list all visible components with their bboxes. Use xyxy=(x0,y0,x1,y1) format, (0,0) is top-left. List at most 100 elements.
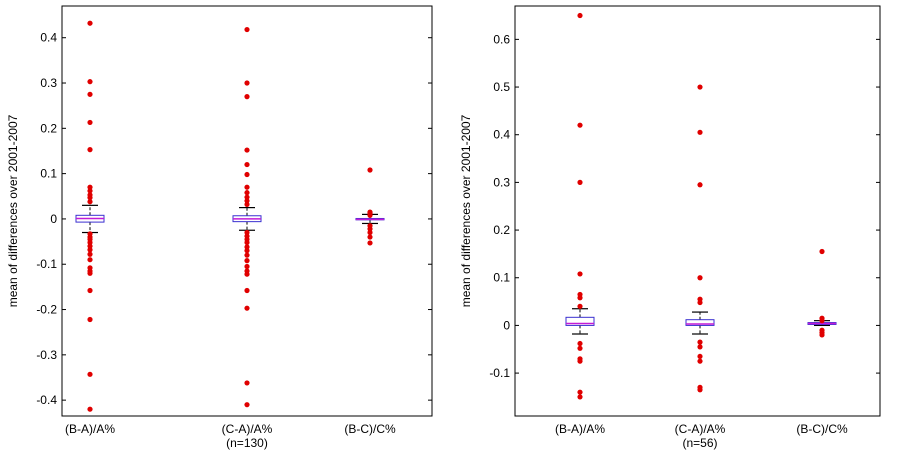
outlier-point xyxy=(244,271,250,277)
outlier-point xyxy=(244,194,250,200)
outlier-point xyxy=(244,190,250,196)
outlier-point xyxy=(87,371,93,377)
outlier-point xyxy=(87,316,93,323)
outlier-point xyxy=(244,263,250,270)
y-axis-label: mean of differences over 2001-2007 xyxy=(6,114,20,307)
y-tick-label: -0.1 xyxy=(489,366,510,380)
outlier-point xyxy=(577,358,583,364)
outlier-point xyxy=(697,275,703,281)
outlier-point xyxy=(697,339,703,345)
x-tick-label: (B-C)/C% xyxy=(344,422,396,436)
outlier-point xyxy=(87,195,93,201)
outlier-point xyxy=(367,226,373,232)
outlier-point xyxy=(87,91,93,97)
box-group-1 xyxy=(75,20,105,412)
box-iqr xyxy=(565,316,595,326)
y-tick-label: 0.5 xyxy=(493,80,510,94)
outlier-point xyxy=(87,239,93,246)
outlier-point xyxy=(244,198,250,204)
outlier-point xyxy=(87,147,93,153)
outlier-point xyxy=(367,234,373,240)
x-tick-label: (C-A)/A% xyxy=(222,422,273,436)
outlier-point xyxy=(87,247,93,253)
outlier-point xyxy=(244,287,250,294)
outlier-point xyxy=(819,332,825,338)
outlier-point xyxy=(87,20,93,26)
outlier-point xyxy=(577,345,583,351)
outlier-point xyxy=(244,184,250,190)
outlier-point xyxy=(577,389,583,395)
outlier-point xyxy=(367,229,373,236)
y-tick-label: 0.1 xyxy=(40,167,57,181)
outlier-point xyxy=(244,171,250,178)
outlier-point xyxy=(87,270,93,276)
outlier-point xyxy=(244,252,250,258)
y-tick-label: -0.4 xyxy=(36,393,57,407)
outlier-point xyxy=(87,188,93,194)
box-iqr xyxy=(685,319,715,326)
outlier-point xyxy=(87,406,93,412)
y-tick-label: -0.2 xyxy=(36,303,57,317)
outlier-point xyxy=(87,184,93,190)
x-tick-label: (B-A)/A% xyxy=(65,422,115,436)
y-tick-label: 0 xyxy=(503,318,510,332)
y-tick-label: 0.4 xyxy=(493,128,510,142)
x-tick-label: (B-C)/C% xyxy=(796,422,848,436)
outlier-point xyxy=(244,305,250,311)
outlier-point xyxy=(244,244,250,250)
y-tick-label: 0 xyxy=(50,212,57,226)
outlier-point xyxy=(244,80,250,86)
outlier-point xyxy=(244,239,250,246)
right-box-plot: -0.1 0 0.1 0.2 0.3 0.4 0.5 0.6 mean of differenc… xyxy=(459,5,881,450)
outlier-point xyxy=(577,271,583,277)
outlier-point xyxy=(819,248,825,255)
outlier-point xyxy=(697,182,703,188)
box-group-3 xyxy=(355,167,385,246)
outlier-point xyxy=(244,201,250,208)
plot-frame xyxy=(61,5,433,417)
outlier-point xyxy=(577,12,583,19)
outlier-point xyxy=(697,84,703,90)
outlier-point xyxy=(577,303,583,309)
y-tick-label: 0.3 xyxy=(40,76,57,90)
outlier-point xyxy=(577,394,583,400)
outlier-point xyxy=(87,251,93,257)
outlier-point xyxy=(697,358,703,364)
outlier-point xyxy=(244,147,250,153)
x-tick-label: (C-A)/A% xyxy=(675,422,726,436)
outlier-point xyxy=(244,26,250,33)
outlier-point xyxy=(577,179,583,185)
plot-frame xyxy=(514,5,881,417)
y-tick-label: -0.3 xyxy=(36,348,57,362)
outlier-point xyxy=(87,257,93,263)
outlier-point xyxy=(697,387,703,393)
outlier-point xyxy=(244,229,250,236)
y-tick-label: 0.6 xyxy=(493,32,510,46)
outlier-point xyxy=(87,243,93,249)
outlier-point xyxy=(577,340,583,347)
outlier-point xyxy=(244,258,250,264)
outlier-point xyxy=(244,94,250,100)
outlier-point xyxy=(819,318,825,324)
outlier-point xyxy=(367,212,373,218)
x-tick-sublabel: (n=130) xyxy=(226,436,268,450)
box-group-3 xyxy=(807,248,837,338)
box-group-2 xyxy=(685,84,715,393)
outlier-point xyxy=(244,161,250,168)
x-tick-label: (B-A)/A% xyxy=(555,422,605,436)
outlier-point xyxy=(577,122,583,128)
y-tick-label: -0.1 xyxy=(36,257,57,271)
x-tick-sublabel: (n=56) xyxy=(682,436,717,450)
outlier-point xyxy=(697,299,703,306)
box-group-1 xyxy=(565,12,595,400)
y-tick-label: 0.1 xyxy=(493,271,510,285)
outlier-point xyxy=(577,295,583,301)
outlier-point xyxy=(244,380,250,386)
box-group-2 xyxy=(232,26,262,408)
left-box-plot: -0.4 -0.3 -0.2 -0.1 0 0.1 0.2 0.3 0.4 mean of dif… xyxy=(6,5,433,450)
outlier-point xyxy=(697,353,703,360)
outlier-point xyxy=(244,248,250,254)
outlier-point xyxy=(87,199,93,205)
